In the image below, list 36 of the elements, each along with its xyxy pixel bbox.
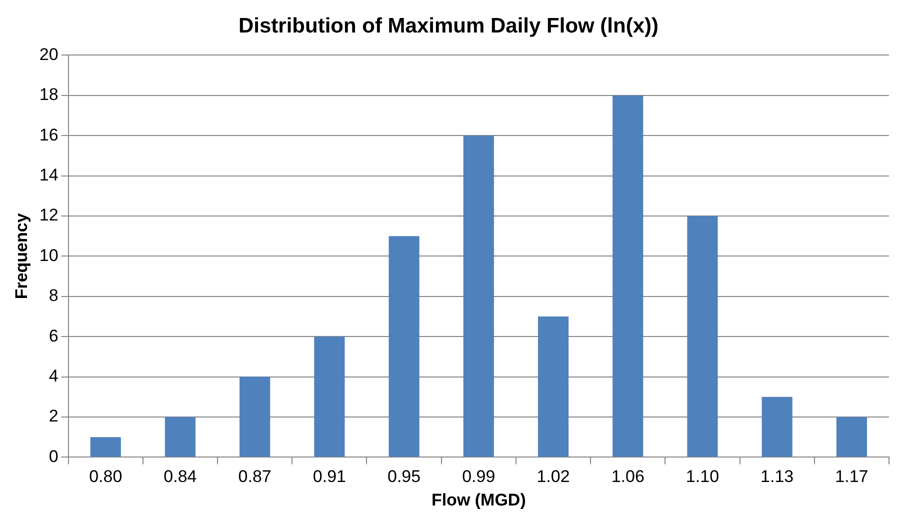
x-tick-label: 1.02 — [536, 467, 570, 486]
y-tick-label: 18 — [39, 85, 58, 104]
y-tick-label: 2 — [48, 406, 58, 426]
y-tick-label: 16 — [39, 125, 58, 144]
y-tick-label: 10 — [39, 246, 58, 265]
x-tick-label: 0.84 — [164, 467, 197, 486]
bar — [240, 376, 270, 457]
bar — [612, 95, 644, 457]
bar — [463, 136, 494, 457]
bar — [388, 236, 420, 457]
x-tick-label: 1.17 — [835, 467, 868, 486]
bar — [836, 417, 867, 457]
chart-title: Distribution of Maximum Daily Flow (ln(x)) — [238, 14, 658, 38]
x-tick-label: 1.13 — [760, 467, 794, 486]
bar — [762, 396, 792, 457]
bar — [687, 216, 718, 457]
x-tick-label: 0.87 — [238, 467, 272, 486]
x-tick-label: 1.10 — [686, 467, 720, 486]
x-tick-label: 0.91 — [312, 467, 346, 486]
x-tick-label: 0.80 — [89, 467, 122, 486]
bar — [90, 437, 121, 457]
bar — [538, 316, 569, 457]
x-axis-title: Flow (MGD) — [431, 490, 526, 510]
y-tick-label: 0 — [48, 446, 58, 466]
y-tick-label: 8 — [48, 286, 58, 306]
bar — [314, 336, 345, 457]
y-tick-label: 6 — [48, 326, 58, 346]
y-tick-label: 12 — [39, 206, 58, 225]
x-tick-label: 0.99 — [462, 467, 496, 486]
bar — [164, 417, 196, 457]
y-tick-label: 14 — [39, 165, 58, 184]
y-tick-label: 20 — [39, 44, 58, 64]
x-tick-label: 1.06 — [611, 467, 644, 486]
y-tick-label: 4 — [48, 366, 58, 386]
y-axis-title: Frequency — [12, 212, 31, 300]
x-tick-label: 0.95 — [388, 467, 421, 486]
